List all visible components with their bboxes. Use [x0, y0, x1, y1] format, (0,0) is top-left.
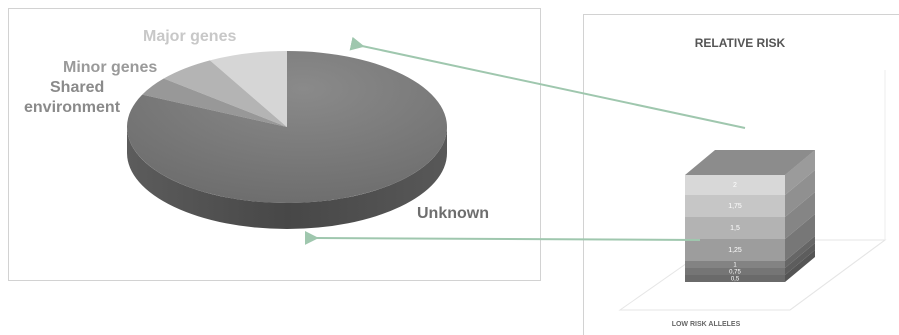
risk-band-front-2 — [685, 175, 785, 195]
risk-band-side-0,75 — [785, 243, 815, 275]
pie-chart — [127, 51, 448, 229]
pie-label-shared-environment-line2: environment — [24, 99, 121, 116]
risk-band-label: 1,25 — [728, 247, 742, 254]
risk-band-front-0,75 — [685, 268, 785, 275]
pie-side — [127, 127, 447, 229]
arrow-to-unknown — [304, 230, 701, 245]
risk-band-front-1,75 — [685, 195, 785, 217]
pie-label-major-genes: Major genes — [143, 28, 236, 45]
risk-band-front-1,25 — [685, 239, 785, 261]
risk-chart-title: RELATIVE RISK — [695, 36, 786, 50]
risk-band-front-1,5 — [685, 217, 785, 239]
risk-band-side-1,25 — [785, 214, 815, 261]
risk-band-side-1,75 — [785, 170, 815, 217]
risk-box-top — [685, 150, 815, 175]
risk-stack-box: 0,50,751 1,25 1,5 1,75 2 — [685, 150, 815, 283]
pie-slice-major-genes — [209, 51, 287, 127]
pie-slice-shared-environment — [142, 78, 287, 127]
pie-label-minor-genes: Minor genes — [63, 59, 157, 76]
risk-band-label: 1,5 — [730, 225, 740, 232]
risk-band-side-0,5 — [785, 250, 815, 282]
risk-band-side-1 — [785, 236, 815, 268]
pie-slice-unknown — [127, 51, 448, 204]
risk-band-side-1,5 — [785, 192, 815, 239]
risk-band-label: 0,5 — [731, 277, 740, 283]
risk-band-front-0,5 — [685, 275, 785, 282]
risk-band-front-1 — [685, 261, 785, 268]
risk-band-side-2 — [785, 150, 815, 195]
risk-chart-side-wall-edge — [789, 239, 886, 311]
risk-chart-xlabel: LOW RISK ALLELES — [672, 321, 741, 328]
risk-band-label: 0,75 — [729, 270, 741, 276]
pie-label-shared-environment: Shared environment — [24, 79, 121, 116]
pie-label-unknown: Unknown — [417, 205, 489, 222]
risk-band-label: 1,75 — [728, 203, 742, 210]
risk-band-label: 1 — [733, 263, 737, 269]
risk-box-top-edge — [785, 150, 815, 177]
arrow-to-major-genes — [349, 36, 746, 129]
risk-band-label: 2 — [733, 182, 737, 189]
pie-label-shared-environment-line1: Shared — [50, 79, 104, 96]
pie-slice-minor-genes — [163, 60, 287, 127]
